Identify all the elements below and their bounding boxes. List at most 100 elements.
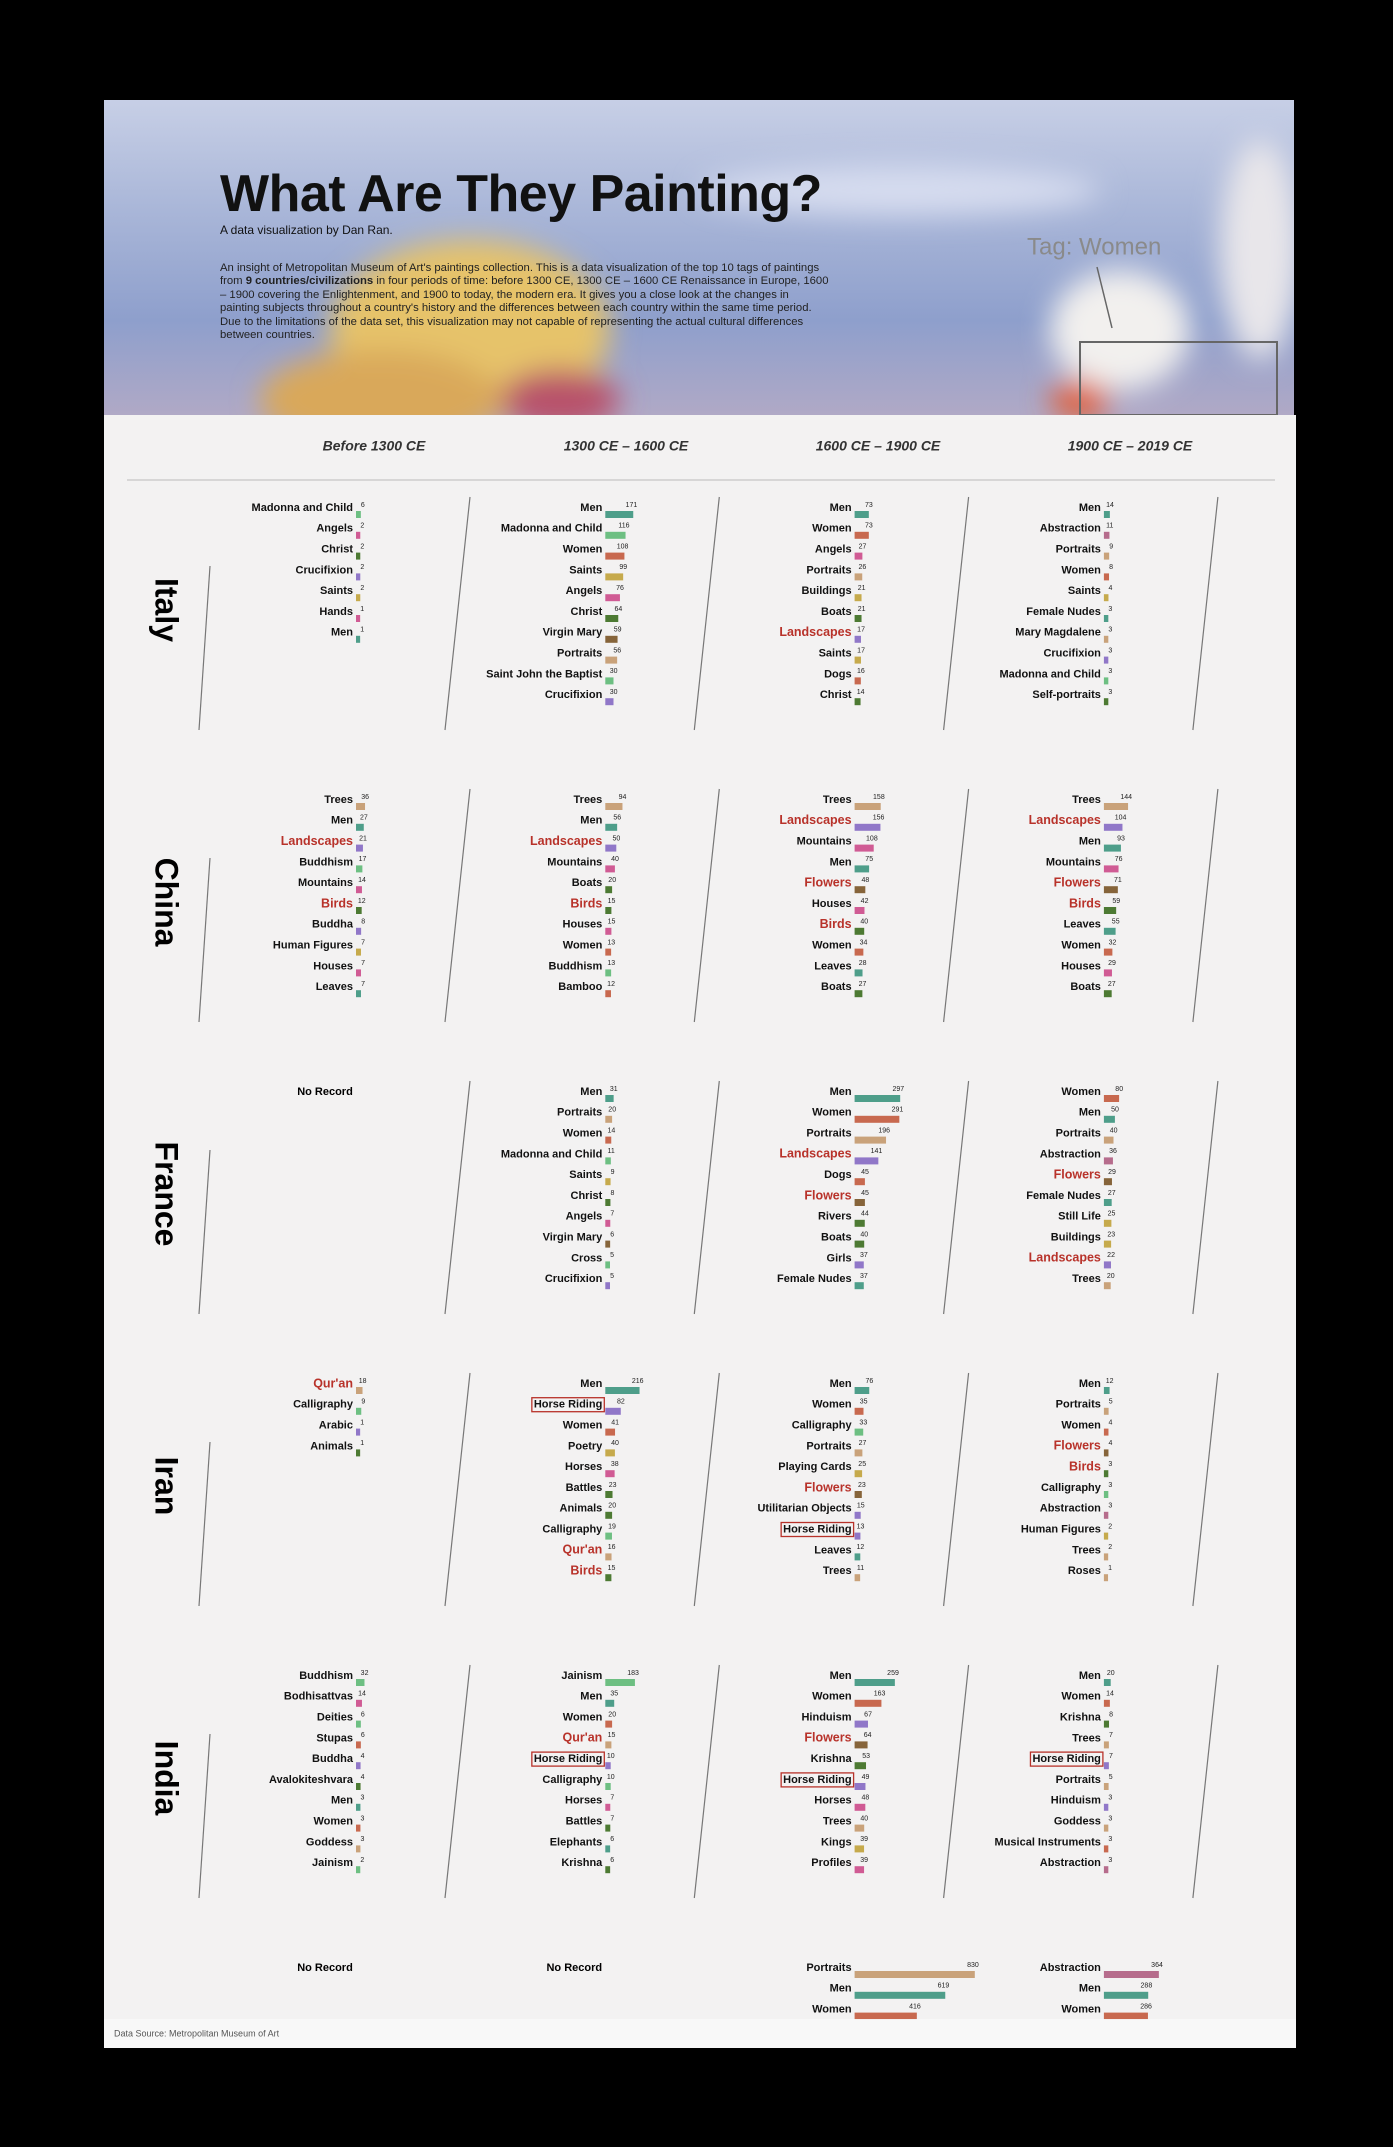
- value-label: 11: [857, 1565, 864, 1572]
- value-label: 7: [1109, 1732, 1113, 1739]
- value-label: 10: [607, 1774, 615, 1781]
- value-label: 42: [861, 898, 869, 905]
- value-label: 50: [613, 835, 621, 842]
- bar: [1103, 1679, 1111, 1686]
- value-label: 158: [873, 794, 885, 801]
- bar: [605, 1470, 615, 1478]
- bar: [356, 1866, 361, 1874]
- value-label: 2: [360, 564, 364, 571]
- value-label: 3: [361, 1795, 365, 1802]
- tag-label: Buildings: [1051, 1232, 1101, 1244]
- bar: [605, 656, 618, 664]
- bar: [605, 1219, 611, 1227]
- tag-label: Christ: [820, 689, 852, 701]
- value-label: 3: [1108, 668, 1112, 675]
- column-divider: [943, 788, 970, 1023]
- tag-label: Men: [1079, 1983, 1101, 1995]
- tag-label: Angels: [566, 585, 603, 597]
- tag-label: Madonna and Child: [501, 1148, 602, 1160]
- bar: [854, 907, 865, 914]
- value-label: 3: [1108, 1503, 1112, 1510]
- tag-label: Animals: [310, 1440, 353, 1452]
- tag-label: Houses: [812, 898, 852, 910]
- tag-label: Trees: [1072, 1273, 1101, 1285]
- bar: [1103, 531, 1110, 539]
- tag-label: Christ: [571, 606, 603, 618]
- bar: [605, 969, 612, 977]
- tag-box: [1029, 1751, 1104, 1767]
- tag-label: Stupas: [316, 1732, 353, 1744]
- value-label: 53: [862, 1753, 870, 1760]
- region-label: Iran: [149, 1457, 185, 1516]
- tag-label: Horses: [565, 1461, 602, 1473]
- bar: [854, 1971, 975, 1978]
- column-divider: [693, 1372, 720, 1607]
- value-label: 14: [857, 689, 865, 696]
- value-label: 288: [1141, 1983, 1153, 1990]
- tag-label: Jainism: [561, 1670, 602, 1682]
- value-label: 8: [611, 1190, 615, 1197]
- bar: [605, 1845, 611, 1853]
- bar: [1103, 1199, 1112, 1206]
- bar: [854, 2012, 917, 2020]
- bar: [356, 1428, 361, 1436]
- bar: [356, 594, 361, 602]
- value-label: 3: [1108, 1857, 1112, 1864]
- value-label: 80: [1115, 1086, 1123, 1093]
- bar: [605, 1157, 611, 1165]
- tag-label: Qur'an: [563, 1731, 603, 1745]
- tag-label: Hands: [319, 606, 353, 618]
- value-label: 116: [618, 523, 629, 530]
- bar: [605, 1178, 611, 1186]
- bar: [1103, 1136, 1114, 1144]
- tag-label: Elephants: [550, 1836, 603, 1848]
- value-label: 40: [1110, 1127, 1118, 1134]
- value-label: 297: [892, 1086, 904, 1093]
- tag-label: Buddhism: [299, 1670, 353, 1682]
- bar: [1103, 1574, 1109, 1582]
- tag-label: Tag: Women: [1027, 233, 1161, 260]
- bar: [605, 1679, 635, 1686]
- value-label: 44: [861, 1211, 869, 1218]
- bar: [1103, 511, 1110, 518]
- value-label: 5: [610, 1273, 614, 1280]
- tag-label: Christ: [571, 1190, 603, 1202]
- tag-label: Men: [331, 815, 353, 827]
- value-label: 15: [608, 898, 616, 905]
- value-label: 15: [608, 1565, 616, 1572]
- value-label: 416: [909, 2003, 921, 2010]
- bar: [854, 1991, 946, 1999]
- value-label: 20: [608, 1503, 616, 1510]
- bar: [854, 635, 861, 643]
- bar: [605, 927, 612, 935]
- tag-label: Battles: [566, 1482, 603, 1494]
- bar: [854, 1679, 895, 1686]
- bar: [605, 1803, 611, 1811]
- value-label: 64: [614, 606, 622, 613]
- bar: [605, 1511, 613, 1519]
- bar: [854, 948, 864, 956]
- tag-label: Qur'an: [313, 1376, 353, 1390]
- column-divider: [693, 788, 720, 1023]
- column-divider: [943, 1372, 970, 1607]
- value-label: 37: [860, 1252, 868, 1259]
- bar: [854, 865, 870, 873]
- bar: [356, 511, 361, 518]
- bar: [605, 573, 624, 581]
- bar: [854, 1115, 900, 1123]
- tag-label: Madonna and Child: [501, 523, 602, 535]
- footer-band: [104, 2019, 1296, 2048]
- tag-label: Crucifixion: [296, 564, 354, 576]
- tag-label: Landscapes: [1029, 813, 1101, 827]
- tag-label: Krishna: [811, 1753, 853, 1765]
- column-divider: [444, 1372, 471, 1607]
- value-label: 55: [1112, 919, 1120, 926]
- bar: [854, 1387, 870, 1394]
- bar: [854, 1199, 865, 1206]
- bar: [605, 594, 620, 602]
- bar: [1103, 1282, 1111, 1290]
- column-divider: [693, 496, 720, 731]
- value-label: 108: [866, 835, 878, 842]
- tag-label: Portraits: [806, 1440, 851, 1452]
